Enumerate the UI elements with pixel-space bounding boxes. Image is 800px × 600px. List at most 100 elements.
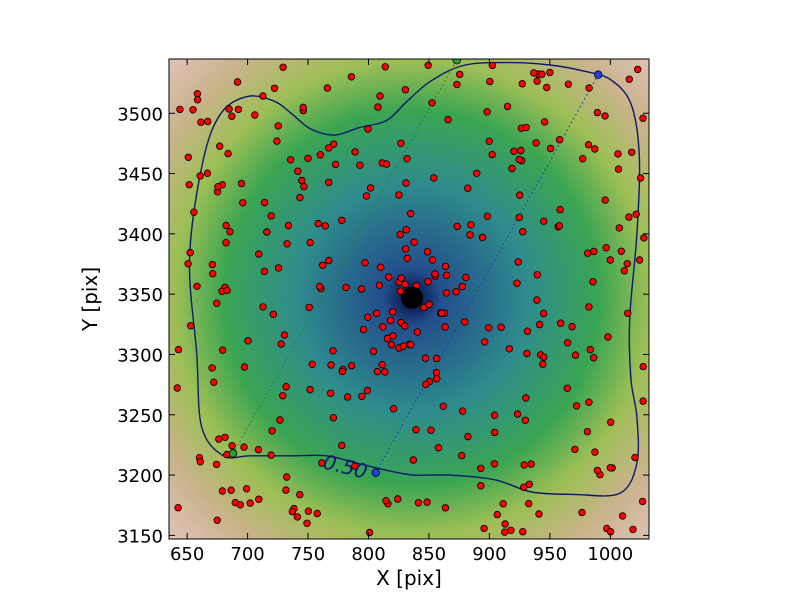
data-point	[591, 448, 599, 456]
data-point	[586, 345, 594, 354]
data-point	[376, 92, 384, 100]
data-point	[423, 247, 432, 256]
y-tick-label: 3350	[117, 285, 163, 306]
data-point	[556, 205, 564, 214]
data-point	[428, 256, 437, 264]
data-point	[321, 222, 329, 230]
data-point	[347, 362, 356, 370]
principal-axes	[232, 59, 599, 473]
data-point	[593, 108, 602, 117]
data-point	[555, 222, 564, 230]
data-point	[377, 263, 385, 271]
data-point	[331, 160, 340, 169]
data-point	[389, 405, 398, 413]
data-point	[255, 495, 263, 503]
data-point	[270, 84, 279, 92]
data-point	[557, 319, 565, 327]
data-point	[523, 349, 531, 358]
data-point	[563, 339, 572, 347]
data-point	[185, 180, 193, 189]
data-point	[614, 150, 622, 158]
data-point	[441, 323, 449, 331]
data-point	[413, 328, 421, 336]
data-point	[583, 427, 592, 436]
data-point	[439, 402, 447, 410]
data-point	[546, 68, 554, 77]
data-point	[473, 169, 481, 177]
data-point	[614, 165, 623, 173]
data-point	[279, 392, 287, 400]
data-point	[308, 360, 316, 368]
data-point	[589, 278, 597, 286]
data-point	[378, 361, 386, 369]
data-point	[459, 407, 467, 415]
data-point	[397, 139, 405, 147]
data-point	[543, 83, 551, 92]
data-point	[628, 148, 636, 156]
data-point	[327, 361, 335, 369]
data-point	[306, 238, 314, 247]
data-point	[255, 250, 263, 258]
data-point	[424, 61, 432, 69]
data-point	[364, 313, 372, 321]
data-point	[620, 267, 629, 275]
data-point	[263, 228, 271, 236]
data-point	[563, 384, 571, 392]
data-point	[540, 217, 548, 225]
data-point	[438, 309, 446, 317]
data-point	[403, 155, 411, 163]
data-point	[212, 460, 221, 469]
data-point	[420, 303, 428, 312]
data-point	[342, 283, 350, 292]
data-point	[523, 327, 532, 335]
data-point	[246, 499, 254, 507]
data-point	[503, 102, 512, 111]
data-point	[615, 224, 623, 232]
data-point	[555, 135, 564, 144]
data-point	[218, 346, 227, 354]
data-point	[464, 184, 472, 192]
data-point	[214, 182, 222, 191]
data-point	[274, 264, 283, 272]
x-tick-label: 700	[230, 544, 264, 565]
data-point	[215, 435, 223, 443]
data-point	[203, 169, 212, 177]
data-point	[453, 80, 461, 89]
data-point	[532, 139, 540, 147]
data-point	[251, 111, 259, 119]
data-point	[442, 271, 451, 279]
data-point	[187, 322, 195, 330]
data-point	[221, 433, 229, 441]
data-point	[606, 464, 615, 472]
data-point	[351, 148, 359, 156]
data-point	[510, 147, 518, 155]
data-point	[635, 256, 644, 264]
data-point	[208, 270, 217, 278]
data-point	[296, 193, 304, 202]
principal-axis-line-1	[232, 59, 458, 454]
data-point	[375, 281, 384, 289]
data-point	[382, 497, 390, 505]
data-point	[521, 416, 529, 424]
axis-endpoints	[228, 59, 603, 477]
data-point	[525, 499, 533, 508]
axis-endpoint	[594, 70, 603, 79]
data-point	[432, 368, 441, 377]
data-point	[329, 347, 337, 355]
data-point	[407, 209, 415, 218]
data-point	[533, 77, 541, 85]
data-point	[578, 508, 586, 517]
data-point	[533, 271, 541, 279]
data-point	[484, 324, 493, 332]
y-tick-label: 3200	[117, 466, 163, 487]
x-tick-label: 650	[170, 544, 204, 565]
data-point	[515, 213, 523, 222]
y-tick-label: 3300	[117, 345, 163, 366]
data-point	[193, 282, 201, 290]
data-point	[530, 69, 538, 77]
data-point	[283, 473, 291, 481]
data-point	[313, 509, 321, 518]
data-point	[617, 247, 625, 255]
data-point	[306, 385, 314, 394]
data-point	[401, 86, 410, 94]
